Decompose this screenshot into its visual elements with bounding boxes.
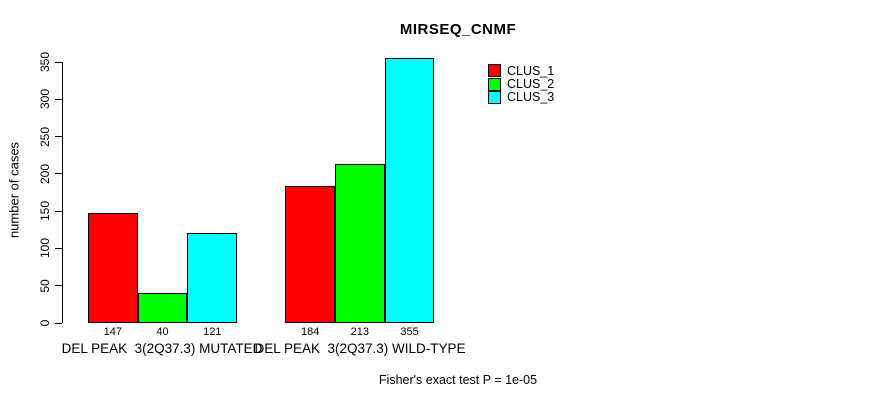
- bar-value-label: 121: [203, 326, 222, 338]
- category-label-mutated: DEL PEAK 3(2Q37.3) MUTATED: [61, 341, 263, 356]
- bar-clus_3-group2: [384, 58, 435, 323]
- bar-value-label: 40: [156, 326, 169, 338]
- bar-clus_2-group1: [137, 293, 188, 323]
- legend: CLUS_1 CLUS_2 CLUS_3: [488, 64, 554, 104]
- legend-swatch: [488, 64, 501, 78]
- fisher-test-annotation: Fisher's exact test P = 1e-05: [378, 373, 538, 387]
- bar-value-label: 213: [350, 326, 370, 338]
- y-tick: [55, 285, 62, 287]
- y-tick: [55, 98, 62, 100]
- legend-item-clus_2: CLUS_2: [488, 77, 555, 92]
- legend-swatch: [488, 77, 501, 91]
- legend-item-clus_1: CLUS_1: [488, 63, 555, 78]
- y-tick-label: 350: [38, 51, 52, 73]
- bar-value-label: 147: [103, 326, 123, 338]
- y-tick-label: 250: [38, 126, 52, 147]
- y-tick-label: 100: [38, 238, 52, 259]
- y-tick: [55, 247, 62, 249]
- y-tick-label: 150: [38, 201, 52, 222]
- y-tick-label: 300: [38, 89, 52, 110]
- bar-value-label: 355: [400, 326, 419, 338]
- y-tick: [55, 136, 62, 138]
- y-axis-line: [62, 62, 63, 323]
- y-axis-title: number of cases: [6, 141, 22, 239]
- legend-item-clus_3: CLUS_3: [488, 90, 555, 105]
- category-label-wild-type: DEL PEAK 3(2Q37.3) WILD-TYPE: [254, 341, 466, 356]
- y-tick-label: 0: [38, 319, 52, 327]
- chart-title: MIRSEQ_CNMF: [399, 21, 517, 38]
- bar-clus_2-group2: [335, 164, 385, 323]
- y-tick: [55, 173, 62, 175]
- legend-label: CLUS_1: [507, 63, 555, 78]
- legend-label: CLUS_2: [507, 77, 555, 92]
- y-tick-label: 50: [38, 279, 52, 293]
- legend-swatch: [488, 90, 501, 104]
- y-tick: [55, 210, 62, 212]
- y-tick-label: 200: [38, 163, 52, 184]
- legend-label: CLUS_3: [507, 90, 555, 105]
- bar-clus_1-group2: [285, 185, 335, 323]
- bar-clus_3-group1: [187, 232, 238, 323]
- bar-value-label: 184: [300, 326, 320, 338]
- y-tick: [55, 61, 62, 63]
- y-tick: [55, 322, 62, 324]
- bar-clus_1-group1: [88, 213, 138, 323]
